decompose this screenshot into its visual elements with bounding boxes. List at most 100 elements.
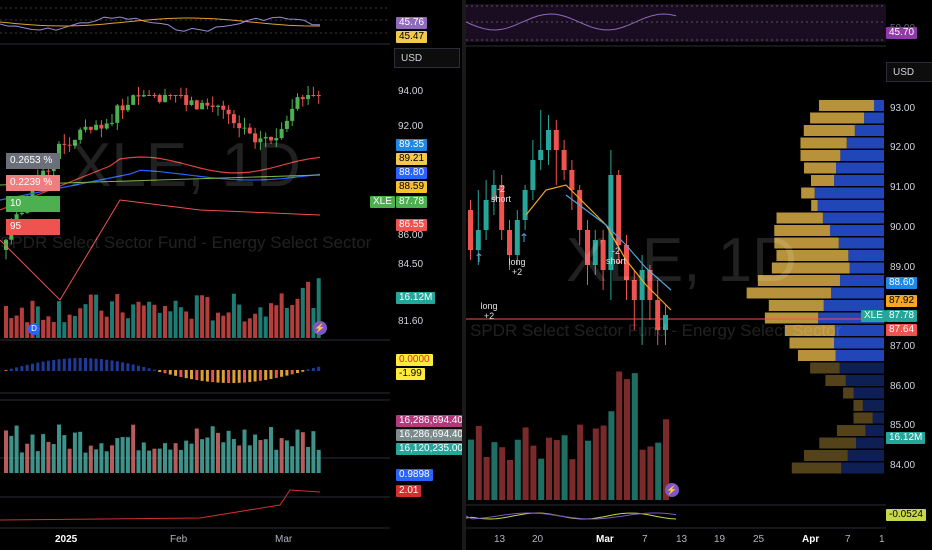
left-vol-osc-bar	[216, 432, 220, 473]
left-vol-osc-bar	[35, 451, 40, 473]
left-vol-osc-bar	[25, 443, 30, 473]
right-candle-body	[553, 130, 559, 150]
right-currency-selector[interactable]: USD	[886, 62, 932, 82]
left-vol-osc-bar	[184, 440, 189, 473]
right-candle-body	[569, 170, 575, 190]
position-calc-row-2[interactable]: 0.2239 %	[6, 175, 60, 191]
right-volume-profile-buy	[822, 212, 884, 224]
left-vol-osc-bar	[51, 444, 56, 473]
left-candle-body	[83, 126, 88, 130]
left-vol-osc-bar	[306, 446, 311, 473]
left-volume-bar	[125, 318, 130, 338]
right-volume-profile-sell	[774, 225, 831, 236]
left-macd-bar	[205, 370, 209, 382]
left-macd-bar	[200, 370, 204, 381]
left-macd-bar	[237, 370, 241, 383]
right-candle-body	[600, 240, 606, 270]
right-date-mar: Mar	[596, 534, 614, 545]
position-calc-row-3[interactable]: 10	[6, 196, 60, 212]
left-candle-body	[178, 95, 183, 96]
right-volume-profile-buy	[846, 137, 884, 149]
signal-arrow-icon: ↓	[490, 189, 500, 203]
left-chart-canvas[interactable]	[0, 0, 462, 550]
left-volume-bar	[247, 318, 252, 338]
right-volume-profile-sell	[803, 125, 855, 136]
right-volume-profile-sell	[810, 362, 840, 374]
left-chart-pane[interactable]: XLE, 1D SPDR Select Sector Fund - Energy…	[0, 0, 462, 550]
left-volume-bar	[115, 294, 120, 338]
left-candle-body	[67, 144, 72, 146]
right-volume-profile-sell	[843, 387, 854, 399]
left-volume-bar	[72, 316, 77, 338]
left-volume-bar	[51, 322, 56, 338]
left-vol-osc-bar	[290, 446, 295, 473]
left-macd-bar	[36, 362, 40, 371]
right-chart-pane[interactable]: ↓ ↑ ↑ ↓ XLE, 1D SPDR Select Sector Fund - E…	[466, 0, 932, 550]
right-candle-body	[475, 230, 481, 250]
left-volume-bar	[35, 306, 40, 338]
right-candle-body	[499, 185, 505, 230]
right-volume-profile-buy	[848, 250, 884, 261]
left-volume-bar	[274, 305, 279, 338]
right-candle-body	[624, 245, 629, 280]
left-vol-osc-bar	[242, 429, 247, 473]
right-volume-profile-buy	[830, 225, 884, 236]
left-candle-body	[226, 109, 231, 115]
left-volume-bar	[4, 305, 8, 338]
right-volume-profile-sell	[825, 375, 846, 386]
left-candle-body	[316, 95, 321, 96]
left-macd-bar	[179, 370, 183, 378]
right-ma-orange	[525, 184, 672, 311]
left-vol-osc-bar	[9, 435, 14, 473]
right-volume-profile-sell	[785, 325, 835, 336]
right-candle-body	[491, 185, 497, 200]
left-volume-bar	[279, 293, 284, 338]
left-vol-osc-bar	[41, 434, 46, 473]
left-currency-selector[interactable]: USD	[394, 48, 460, 68]
left-candle-body	[19, 212, 24, 215]
right-volume-profile-buy	[817, 200, 884, 211]
left-volume-bar	[269, 303, 273, 338]
left-date-2025: 2025	[55, 534, 78, 545]
right-volume-profile-sell	[804, 162, 837, 174]
position-calc-row-4[interactable]: 95	[6, 219, 60, 235]
left-candle-body	[184, 95, 189, 105]
right-candle-body	[522, 190, 528, 220]
right-volume-profile-buy	[849, 262, 884, 274]
right-dividend-bolt-icon[interactable]: ⚡	[665, 483, 679, 497]
left-macd-bar	[89, 358, 93, 371]
left-candle-body	[62, 143, 67, 145]
left-volume-bar	[57, 301, 61, 338]
left-candle-body	[72, 139, 77, 146]
left-volume-bar	[157, 312, 162, 338]
right-candle-body	[483, 200, 489, 230]
position-calc-row-1[interactable]: 0.2653 %	[6, 153, 60, 169]
left-bottom-tag-1: 0.9898	[396, 469, 433, 481]
left-volume-bar	[237, 304, 242, 338]
left-volume-bar	[284, 307, 289, 338]
signal-short-2: -2 short	[605, 246, 626, 266]
right-candle-body	[639, 270, 645, 300]
signal-arrow-icon: ↑	[519, 231, 529, 245]
right-chart-canvas[interactable]: ↓ ↑ ↑ ↓	[466, 0, 932, 550]
left-vol-osc-bar	[258, 440, 263, 473]
right-volume-bar	[499, 447, 506, 500]
right-price-tag-2: 87.92	[886, 295, 918, 307]
left-candle-body	[237, 123, 242, 129]
right-price-axis-91: 91.00	[890, 182, 916, 193]
right-volume-profile-buy	[862, 400, 884, 411]
right-volume-bar	[647, 446, 654, 500]
left-vol-osc-bar	[152, 448, 157, 473]
right-volume-bar	[585, 440, 591, 500]
left-dividend-bolt-icon[interactable]: ⚡	[313, 321, 327, 335]
left-volume-bar	[147, 301, 152, 338]
pane-divider[interactable]	[462, 0, 466, 550]
left-volume-bar	[141, 305, 146, 338]
left-vol-osc-bar	[83, 452, 88, 473]
left-volume-bar	[9, 318, 14, 338]
earnings-marker[interactable]: D	[28, 323, 40, 335]
left-vol-osc-bar	[178, 449, 183, 473]
left-macd-bar	[306, 369, 310, 371]
left-volume-bar	[258, 307, 263, 338]
left-macd-bar	[152, 369, 156, 371]
